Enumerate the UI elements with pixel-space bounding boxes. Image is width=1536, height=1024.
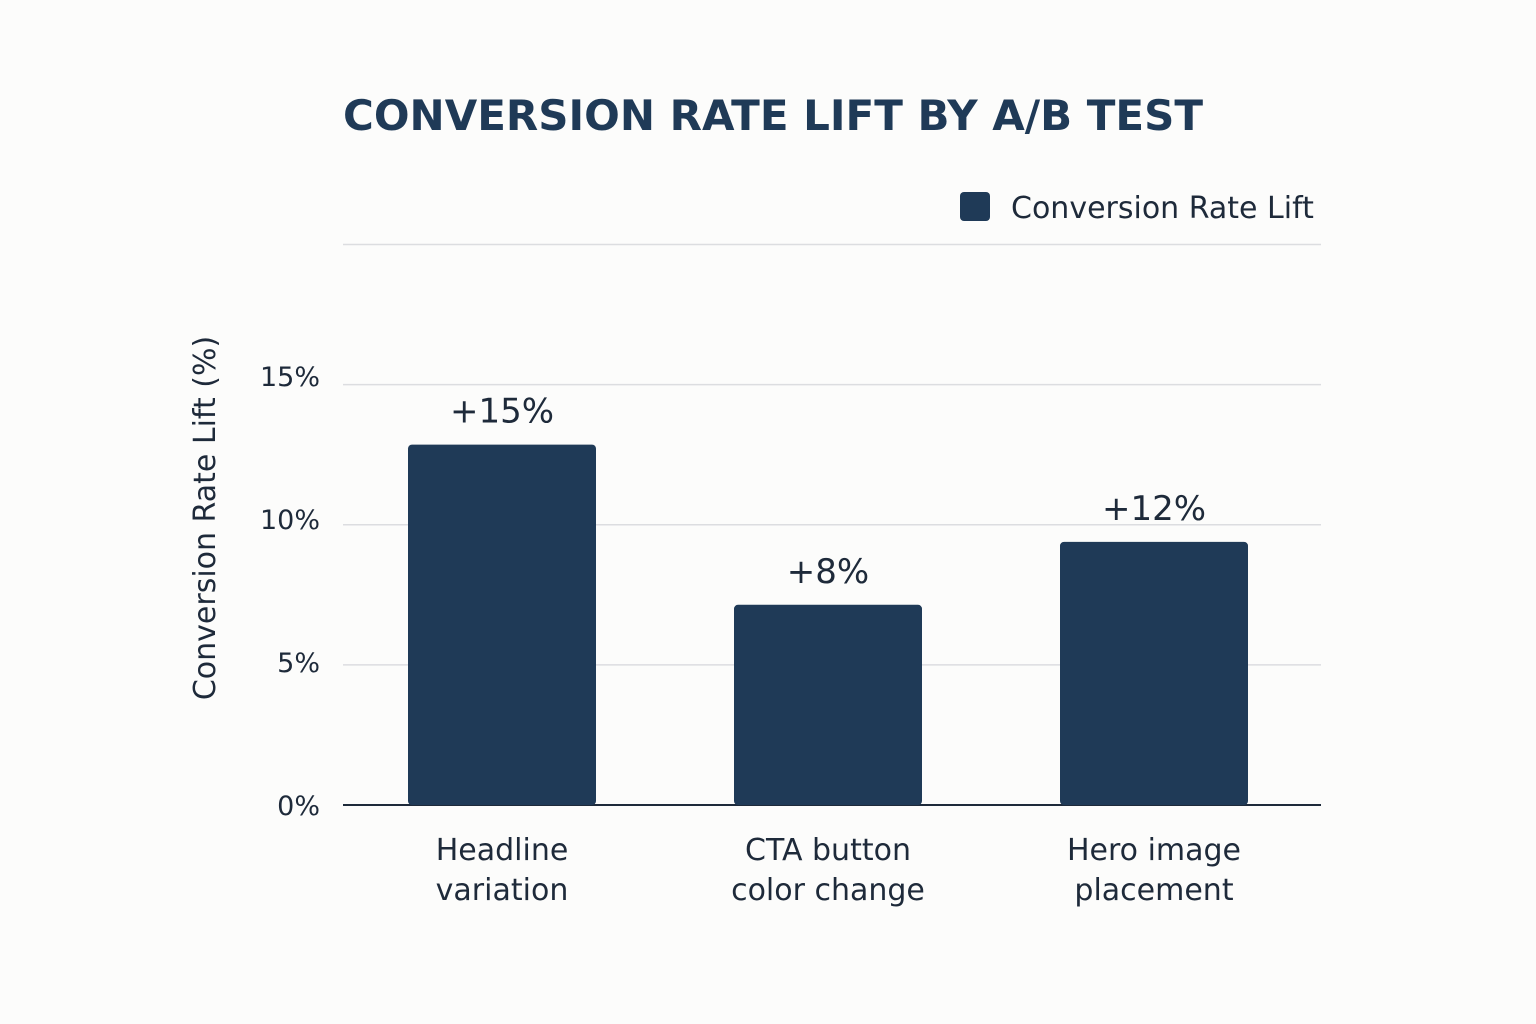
y-axis-label: Conversion Rate Lift (%) — [188, 336, 223, 700]
legend-swatch — [960, 192, 990, 221]
bars — [408, 444, 1248, 805]
category-labels: Headline variation CTA button color change H… — [436, 833, 1241, 908]
chart-title: CONVERSION RATE LIFT BY A/B TEST — [343, 91, 1203, 140]
data-label: +12% — [1102, 489, 1206, 529]
y-tick-labels: 0% 5% 10% 15% — [260, 362, 320, 822]
legend-label: Conversion Rate Lift — [1011, 191, 1314, 226]
y-tick-label: 5% — [277, 648, 320, 679]
data-label: +8% — [787, 552, 869, 592]
category-label: placement — [1074, 873, 1233, 908]
category-label: variation — [436, 873, 569, 908]
category-label: Headline — [436, 833, 569, 868]
bar — [408, 444, 596, 805]
y-tick-label: 10% — [260, 505, 320, 536]
y-tick-label: 15% — [260, 362, 320, 393]
data-labels: +15% +8% +12% — [450, 392, 1206, 592]
category-label: color change — [731, 873, 925, 908]
data-label: +15% — [450, 392, 554, 432]
bar — [1060, 541, 1248, 805]
category-label: CTA button — [745, 833, 911, 868]
y-tick-label: 0% — [277, 791, 320, 822]
bar — [734, 604, 922, 805]
legend: Conversion Rate Lift — [960, 191, 1314, 226]
category-label: Hero image — [1067, 833, 1241, 868]
